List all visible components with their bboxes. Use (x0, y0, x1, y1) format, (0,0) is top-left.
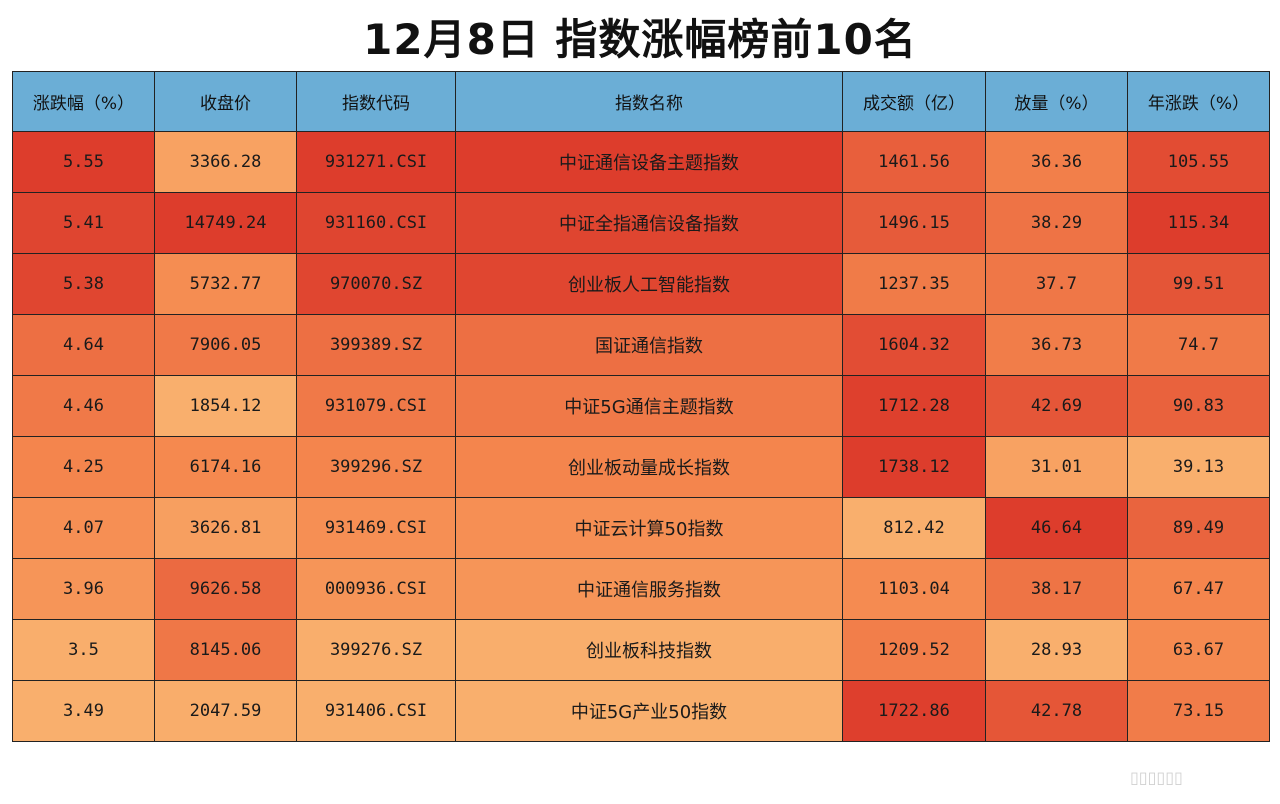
table-cell: 1854.12 (154, 375, 297, 437)
table-cell: 31.01 (985, 436, 1128, 498)
index-gain-table: 涨跌幅（%） 收盘价 指数代码 指数名称 成交额（亿） 放量（%） 年涨跌（%） 5.55 3… (12, 71, 1270, 742)
table-cell: 中证5G产业50指数 (455, 680, 843, 742)
table-cell: 中证云计算50指数 (455, 497, 843, 559)
table-cell: 1496.15 (842, 192, 986, 254)
table-cell: 9626.58 (154, 558, 297, 620)
table-cell: 1738.12 (842, 436, 986, 498)
table-cell: 73.15 (1127, 680, 1270, 742)
header-row: 涨跌幅（%） 收盘价 指数代码 指数名称 成交额（亿） 放量（%） 年涨跌（%） (12, 71, 1270, 132)
table-cell: 创业板动量成长指数 (455, 436, 843, 498)
table-cell: 中证通信设备主题指数 (455, 131, 843, 193)
table-cell: 812.42 (842, 497, 986, 559)
table-row: 4.07 3626.81 931469.CSI 中证云计算50指数 812.42 46.6… (12, 497, 1270, 559)
table-row: 3.49 2047.59 931406.CSI 中证5G产业50指数 1722.86 42… (12, 680, 1270, 742)
table-cell: 74.7 (1127, 314, 1270, 376)
table-cell: 28.93 (985, 619, 1128, 681)
table-cell: 38.29 (985, 192, 1128, 254)
table-cell: 5.41 (12, 192, 155, 254)
table-cell: 6174.16 (154, 436, 297, 498)
table-cell: 931271.CSI (296, 131, 456, 193)
watermark: ▯▯▯▯▯▯ (1130, 768, 1183, 787)
table-cell: 67.47 (1127, 558, 1270, 620)
table-row: 5.38 5732.77 970070.SZ 创业板人工智能指数 1237.35 37.7… (12, 253, 1270, 315)
table-cell: 国证通信指数 (455, 314, 843, 376)
table-cell: 105.55 (1127, 131, 1270, 193)
table-cell: 4.07 (12, 497, 155, 559)
table-cell: 36.73 (985, 314, 1128, 376)
table-cell: 中证全指通信设备指数 (455, 192, 843, 254)
table-cell: 46.64 (985, 497, 1128, 559)
table-cell: 5732.77 (154, 253, 297, 315)
table-cell: 3366.28 (154, 131, 297, 193)
table-cell: 2047.59 (154, 680, 297, 742)
table-cell: 4.46 (12, 375, 155, 437)
table-row: 3.5 8145.06 399276.SZ 创业板科技指数 1209.52 28.93 63… (12, 619, 1270, 681)
table-cell: 931406.CSI (296, 680, 456, 742)
column-header: 收盘价 (154, 71, 297, 132)
table-cell: 90.83 (1127, 375, 1270, 437)
table-row: 3.96 9626.58 000936.CSI 中证通信服务指数 1103.04 38.1… (12, 558, 1270, 620)
column-header: 指数代码 (296, 71, 456, 132)
table-cell: 1722.86 (842, 680, 986, 742)
table-row: 5.41 14749.24 931160.CSI 中证全指通信设备指数 1496.15 3… (12, 192, 1270, 254)
column-header: 指数名称 (455, 71, 843, 132)
table-cell: 970070.SZ (296, 253, 456, 315)
table-cell: 931079.CSI (296, 375, 456, 437)
table-cell: 8145.06 (154, 619, 297, 681)
column-header: 涨跌幅（%） (12, 71, 155, 132)
table-cell: 42.69 (985, 375, 1128, 437)
table-cell: 14749.24 (154, 192, 297, 254)
table-row: 4.64 7906.05 399389.SZ 国证通信指数 1604.32 36.73 74… (12, 314, 1270, 376)
table-cell: 38.17 (985, 558, 1128, 620)
column-header: 放量（%） (985, 71, 1128, 132)
table-cell: 4.25 (12, 436, 155, 498)
table-cell: 1209.52 (842, 619, 986, 681)
table-cell: 63.67 (1127, 619, 1270, 681)
table-cell: 3.49 (12, 680, 155, 742)
table-cell: 4.64 (12, 314, 155, 376)
table-cell: 1712.28 (842, 375, 986, 437)
table-cell: 399276.SZ (296, 619, 456, 681)
table-cell: 99.51 (1127, 253, 1270, 315)
table-cell: 115.34 (1127, 192, 1270, 254)
table-cell: 931469.CSI (296, 497, 456, 559)
column-header: 成交额（亿） (842, 71, 986, 132)
table-cell: 1237.35 (842, 253, 986, 315)
table-cell: 1461.56 (842, 131, 986, 193)
table-cell: 399389.SZ (296, 314, 456, 376)
table-cell: 创业板人工智能指数 (455, 253, 843, 315)
table-cell: 399296.SZ (296, 436, 456, 498)
table-cell: 5.38 (12, 253, 155, 315)
table-cell: 1103.04 (842, 558, 986, 620)
page-title: 12月8日 指数涨幅榜前10名 (363, 15, 917, 64)
table-cell: 89.49 (1127, 497, 1270, 559)
table-cell: 42.78 (985, 680, 1128, 742)
table-cell: 000936.CSI (296, 558, 456, 620)
table-cell: 3.5 (12, 619, 155, 681)
table-cell: 7906.05 (154, 314, 297, 376)
table-row: 4.46 1854.12 931079.CSI 中证5G通信主题指数 1712.28 42… (12, 375, 1270, 437)
table-row: 4.25 6174.16 399296.SZ 创业板动量成长指数 1738.12 31.0… (12, 436, 1270, 498)
table-cell: 36.36 (985, 131, 1128, 193)
table-row: 5.55 3366.28 931271.CSI 中证通信设备主题指数 1461.56 36… (12, 131, 1270, 193)
table-cell: 931160.CSI (296, 192, 456, 254)
table-cell: 中证5G通信主题指数 (455, 375, 843, 437)
table-cell: 3626.81 (154, 497, 297, 559)
table-cell: 创业板科技指数 (455, 619, 843, 681)
table-cell: 39.13 (1127, 436, 1270, 498)
table-cell: 37.7 (985, 253, 1128, 315)
table-cell: 3.96 (12, 558, 155, 620)
table-cell: 1604.32 (842, 314, 986, 376)
column-header: 年涨跌（%） (1127, 71, 1270, 132)
table-cell: 5.55 (12, 131, 155, 193)
table-cell: 中证通信服务指数 (455, 558, 843, 620)
